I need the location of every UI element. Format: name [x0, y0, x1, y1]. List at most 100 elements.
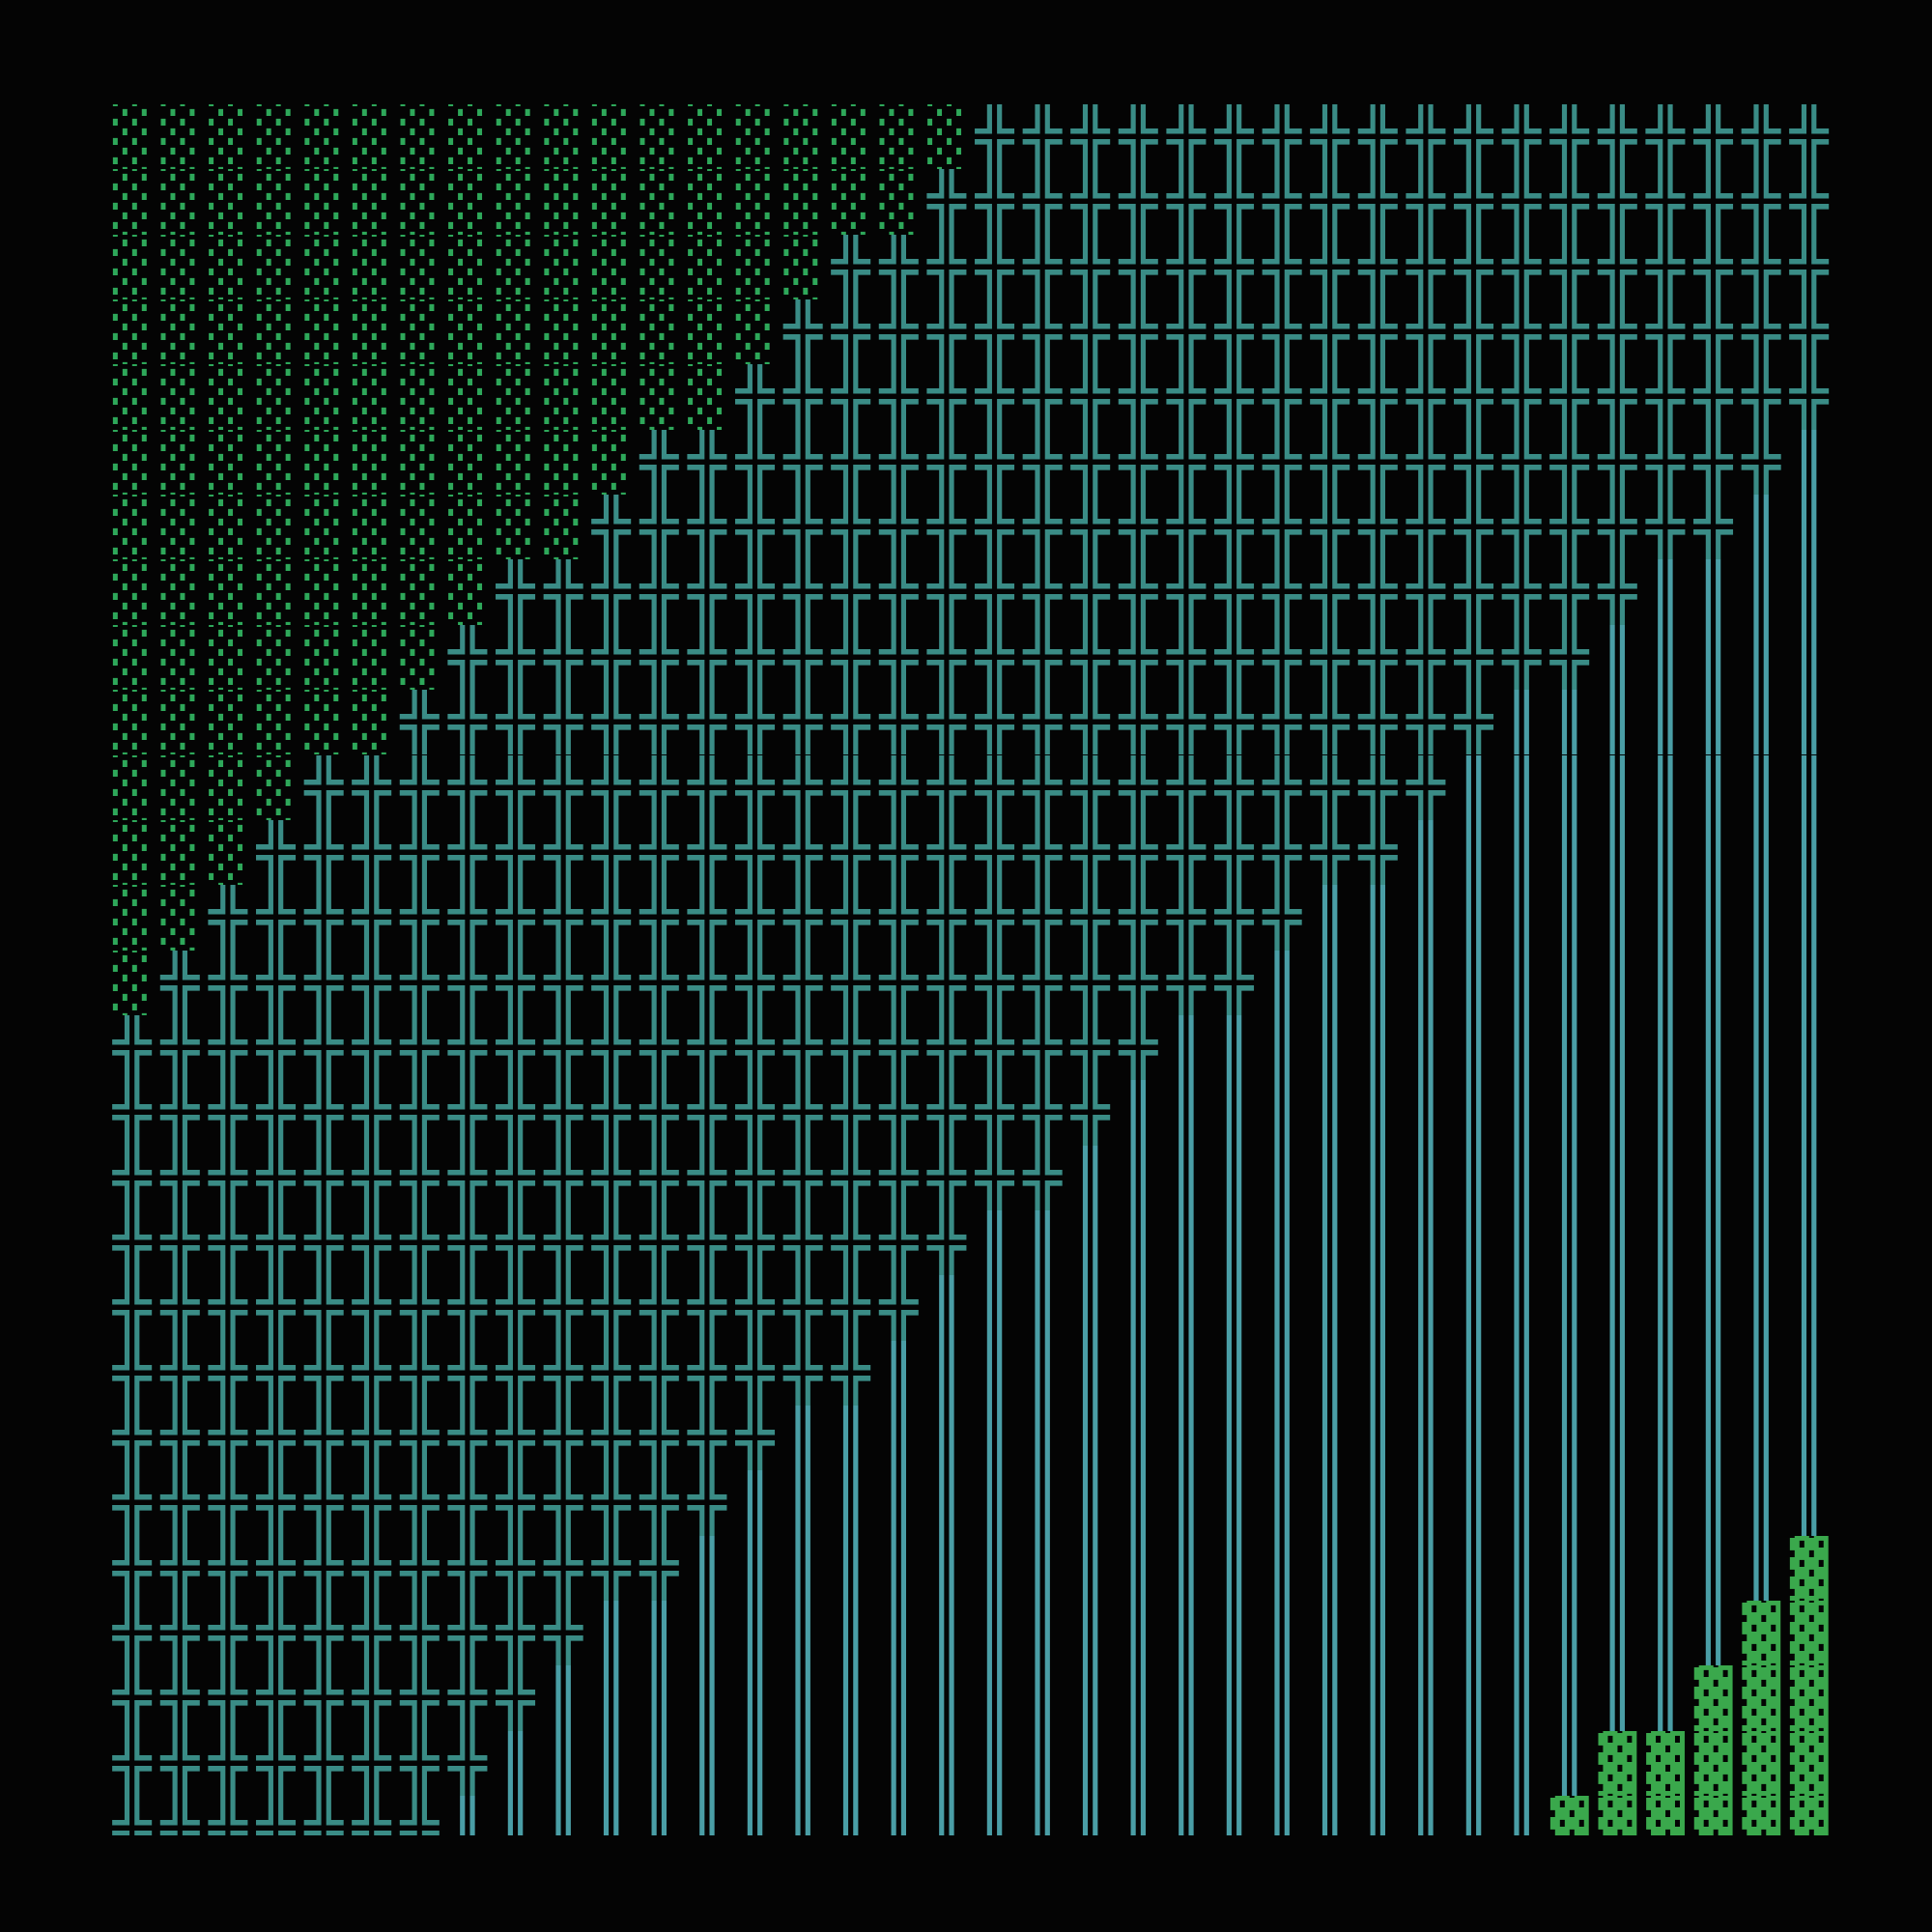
light-shade-cell: ░ — [160, 364, 200, 430]
double-cross-cell: ╬ — [831, 364, 870, 430]
double-cross-cell: ╬ — [1454, 234, 1493, 300]
double-cross-cell: ╬ — [304, 1080, 344, 1146]
double-cross-cell: ╬ — [639, 1340, 679, 1406]
double-vertical-cell: ║ — [879, 1535, 919, 1602]
double-vertical-cell: ║ — [1502, 1730, 1542, 1797]
double-cross-cell: ╬ — [1358, 234, 1398, 300]
double-vertical-cell: ║ — [1646, 1145, 1685, 1210]
double-vertical-cell: ║ — [1214, 1796, 1254, 1835]
double-vertical-cell: ║ — [544, 1665, 583, 1731]
light-shade-cell: ░ — [112, 364, 152, 430]
double-cross-cell: ╬ — [591, 1145, 631, 1210]
double-vertical-cell: ║ — [1406, 950, 1445, 1015]
double-vertical-cell: ║ — [591, 1796, 631, 1835]
double-vertical-cell: ║ — [1598, 1080, 1637, 1146]
double-cross-cell: ╬ — [831, 1145, 870, 1210]
light-shade-cell: ░ — [112, 104, 152, 170]
double-vertical-cell: ║ — [1598, 1209, 1637, 1276]
dark-shade-cell: ▓ — [1742, 1665, 1781, 1731]
double-vertical-cell: ║ — [1454, 1601, 1493, 1666]
light-shade-cell: ░ — [496, 299, 535, 365]
light-shade-cell: ░ — [448, 234, 487, 300]
double-vertical-cell: ║ — [1742, 690, 1781, 755]
double-cross-cell: ╬ — [1358, 754, 1398, 820]
light-shade-cell: ░ — [160, 169, 200, 235]
double-cross-cell: ╬ — [400, 1730, 440, 1797]
double-vertical-cell: ║ — [1646, 1601, 1685, 1666]
double-cross-cell: ╬ — [1742, 234, 1781, 300]
light-shade-cell: ░ — [639, 299, 679, 365]
double-cross-cell: ╬ — [1070, 364, 1110, 430]
double-cross-cell: ╬ — [1119, 819, 1158, 886]
double-cross-cell: ╬ — [1598, 299, 1637, 365]
double-vertical-cell: ║ — [1023, 1665, 1063, 1731]
double-cross-cell: ╬ — [160, 1209, 200, 1276]
double-cross-cell: ╬ — [304, 1730, 344, 1797]
double-vertical-cell: ║ — [1549, 1340, 1589, 1406]
double-cross-cell: ╬ — [304, 1535, 344, 1602]
double-cross-cell: ╬ — [927, 950, 966, 1015]
double-vertical-cell: ║ — [1454, 950, 1493, 1015]
double-cross-cell: ╬ — [160, 1796, 200, 1835]
double-cross-cell: ╬ — [496, 754, 535, 820]
double-vertical-cell: ║ — [975, 1796, 1014, 1835]
double-cross-cell: ╬ — [256, 1145, 296, 1210]
double-cross-cell: ╬ — [927, 559, 966, 625]
double-cross-cell: ╬ — [1167, 690, 1206, 755]
double-vertical-cell: ║ — [831, 1665, 870, 1731]
double-cross-cell: ╬ — [879, 1080, 919, 1146]
double-cross-cell: ╬ — [1310, 429, 1350, 496]
double-cross-cell: ╬ — [160, 950, 200, 1015]
double-vertical-cell: ║ — [1070, 1275, 1110, 1341]
double-cross-cell: ╬ — [879, 950, 919, 1015]
double-cross-cell: ╬ — [783, 1209, 823, 1276]
double-vertical-cell: ║ — [1598, 1014, 1637, 1081]
double-cross-cell: ╬ — [688, 429, 726, 496]
light-shade-cell: ░ — [400, 429, 440, 496]
light-shade-cell: ░ — [304, 104, 344, 170]
double-cross-cell: ╬ — [209, 1406, 247, 1471]
double-cross-cell: ╬ — [1789, 169, 1829, 235]
double-cross-cell: ╬ — [975, 169, 1014, 235]
double-cross-cell: ╬ — [544, 1145, 583, 1210]
double-cross-cell: ╬ — [975, 1014, 1014, 1081]
double-cross-cell: ╬ — [831, 429, 870, 496]
double-vertical-cell: ║ — [927, 1665, 966, 1731]
double-cross-cell: ╬ — [735, 1209, 775, 1276]
double-cross-cell: ╬ — [639, 1275, 679, 1341]
double-cross-cell: ╬ — [688, 1014, 726, 1081]
double-cross-cell: ╬ — [879, 559, 919, 625]
double-vertical-cell: ║ — [1454, 1209, 1493, 1276]
double-vertical-cell: ║ — [1023, 1535, 1063, 1602]
double-vertical-cell: ║ — [1454, 1340, 1493, 1406]
double-cross-cell: ╬ — [400, 1080, 440, 1146]
double-vertical-cell: ║ — [1693, 885, 1733, 951]
double-cross-cell: ╬ — [1358, 624, 1398, 691]
dark-shade-cell: ▓ — [1789, 1665, 1829, 1731]
double-vertical-cell: ║ — [1119, 1796, 1158, 1835]
light-shade-cell: ░ — [352, 495, 391, 560]
double-vertical-cell: ║ — [1406, 1275, 1445, 1341]
double-vertical-cell: ║ — [1549, 950, 1589, 1015]
double-cross-cell: ╬ — [688, 1275, 726, 1341]
double-cross-cell: ╬ — [1598, 429, 1637, 496]
light-shade-cell: ░ — [783, 104, 823, 170]
double-vertical-cell: ║ — [1310, 1275, 1350, 1341]
double-cross-cell: ╬ — [400, 754, 440, 820]
double-cross-cell: ╬ — [1358, 559, 1398, 625]
double-cross-cell: ╬ — [448, 1601, 487, 1666]
double-vertical-cell: ║ — [1406, 885, 1445, 951]
double-cross-cell: ╬ — [639, 1145, 679, 1210]
double-cross-cell: ╬ — [1549, 299, 1589, 365]
double-cross-cell: ╬ — [160, 1275, 200, 1341]
double-cross-cell: ╬ — [304, 1275, 344, 1341]
double-cross-cell: ╬ — [639, 754, 679, 820]
double-cross-cell: ╬ — [209, 1665, 247, 1731]
light-shade-cell: ░ — [639, 364, 679, 430]
double-cross-cell: ╬ — [496, 885, 535, 951]
double-cross-cell: ╬ — [783, 1080, 823, 1146]
double-vertical-cell: ║ — [1358, 1080, 1398, 1146]
double-cross-cell: ╬ — [639, 495, 679, 560]
double-vertical-cell: ║ — [1454, 1730, 1493, 1797]
double-vertical-cell: ║ — [1833, 430, 1835, 495]
